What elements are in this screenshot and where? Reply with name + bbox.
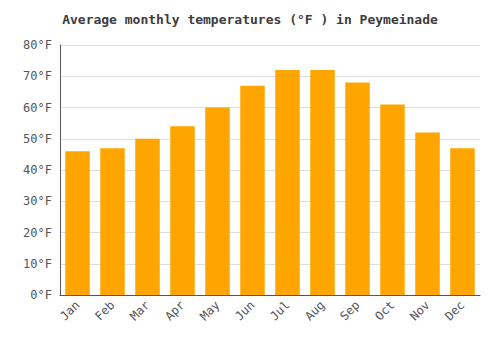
- svg-text:60°F: 60°F: [23, 101, 52, 115]
- svg-text:Sep: Sep: [337, 298, 362, 323]
- svg-text:10°F: 10°F: [23, 257, 52, 271]
- svg-text:40°F: 40°F: [23, 163, 52, 177]
- svg-text:Dec: Dec: [442, 298, 467, 323]
- svg-text:Feb: Feb: [92, 298, 117, 323]
- svg-text:Aug: Aug: [302, 298, 327, 323]
- svg-text:70°F: 70°F: [23, 69, 52, 83]
- svg-text:Nov: Nov: [407, 298, 432, 323]
- svg-text:Apr: Apr: [162, 298, 187, 323]
- svg-text:Mar: Mar: [127, 298, 152, 323]
- svg-text:50°F: 50°F: [23, 132, 52, 146]
- svg-text:20°F: 20°F: [23, 226, 52, 240]
- svg-text:Jun: Jun: [232, 298, 257, 323]
- svg-text:80°F: 80°F: [23, 38, 52, 52]
- svg-text:0°F: 0°F: [30, 288, 52, 302]
- svg-text:Jul: Jul: [267, 298, 292, 323]
- svg-text:May: May: [197, 298, 222, 323]
- svg-text:Average monthly temperatures (: Average monthly temperatures (°F ) in Pe…: [62, 12, 438, 27]
- svg-text:Oct: Oct: [372, 298, 397, 323]
- svg-text:Jan: Jan: [57, 298, 82, 323]
- svg-text:30°F: 30°F: [23, 194, 52, 208]
